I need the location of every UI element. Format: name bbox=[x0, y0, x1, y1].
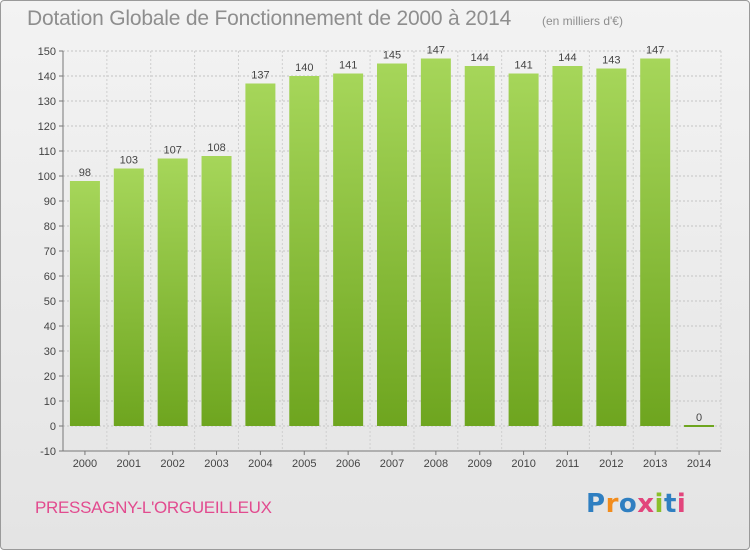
y-tick-label: 140 bbox=[38, 71, 56, 83]
chart-subtitle: (en milliers d'€) bbox=[542, 14, 623, 28]
bar-2000 bbox=[69, 181, 100, 426]
data-label-2012: 143 bbox=[602, 55, 620, 67]
bar-2005 bbox=[289, 76, 320, 426]
commune-name: PRESSAGNY-L'ORGUEILLEUX bbox=[35, 498, 272, 517]
x-tick-label-2002: 2002 bbox=[160, 458, 184, 470]
y-tick-label: -10 bbox=[40, 446, 56, 458]
x-tick-label-2004: 2004 bbox=[248, 458, 272, 470]
data-label-2001: 103 bbox=[120, 155, 138, 167]
x-tick-label-2001: 2001 bbox=[117, 458, 141, 470]
data-labels: 98 103 107 108 137 140 141 145 147 144 141 144 143 14… bbox=[79, 45, 702, 425]
y-tick-label: 30 bbox=[44, 346, 56, 358]
bar-2009 bbox=[464, 66, 495, 426]
data-label-2007: 145 bbox=[383, 50, 401, 62]
data-label-2014: 0 bbox=[696, 412, 702, 424]
y-tick-label: 150 bbox=[38, 46, 56, 58]
y-tick-label: 20 bbox=[44, 371, 56, 383]
data-label-2003: 108 bbox=[207, 142, 225, 154]
y-tick-label: 110 bbox=[38, 146, 56, 158]
data-label-2013: 147 bbox=[646, 45, 664, 57]
y-tick-label: 10 bbox=[44, 396, 56, 408]
x-tick-label-2005: 2005 bbox=[292, 458, 316, 470]
x-tick-label-2009: 2009 bbox=[467, 458, 491, 470]
x-tick-label-2003: 2003 bbox=[204, 458, 228, 470]
bar-2003 bbox=[201, 156, 232, 426]
bar-2013 bbox=[640, 58, 671, 426]
chart-title: Dotation Globale de Fonctionnement de 20… bbox=[27, 7, 512, 30]
bar-2001 bbox=[113, 168, 144, 426]
bar-2004 bbox=[245, 83, 276, 426]
data-label-2002: 107 bbox=[163, 145, 181, 157]
data-label-2010: 141 bbox=[514, 60, 532, 72]
data-label-2008: 147 bbox=[427, 45, 445, 57]
bar-2010 bbox=[508, 73, 539, 426]
x-tick-label-2014: 2014 bbox=[687, 458, 711, 470]
y-tick-label: 70 bbox=[44, 246, 56, 258]
data-label-2011: 144 bbox=[558, 52, 576, 64]
y-tick-label: 80 bbox=[44, 221, 56, 233]
bar-2008 bbox=[420, 58, 451, 426]
data-label-2004: 137 bbox=[251, 70, 269, 82]
bar-2006 bbox=[333, 73, 364, 426]
x-tick-label-2012: 2012 bbox=[599, 458, 623, 470]
bar-2012 bbox=[596, 68, 627, 426]
x-tick-label-2010: 2010 bbox=[511, 458, 535, 470]
data-label-2005: 140 bbox=[295, 62, 313, 74]
y-tick-label: 60 bbox=[44, 271, 56, 283]
y-tick-label: 50 bbox=[44, 296, 56, 308]
y-tick-label: 100 bbox=[38, 171, 56, 183]
y-tick-label: 0 bbox=[50, 421, 56, 433]
y-tick-label: 90 bbox=[44, 196, 56, 208]
data-label-2009: 144 bbox=[471, 52, 489, 64]
data-label-2000: 98 bbox=[79, 167, 91, 179]
x-tick-label-2007: 2007 bbox=[380, 458, 404, 470]
y-tick-label: 130 bbox=[38, 96, 56, 108]
y-tick-label: 120 bbox=[38, 121, 56, 133]
x-tick-label-2013: 2013 bbox=[643, 458, 667, 470]
data-label-2006: 141 bbox=[339, 60, 357, 72]
x-tick-label-2000: 2000 bbox=[73, 458, 97, 470]
proxiti-logo[interactable]: Proxiti bbox=[586, 489, 687, 519]
x-tick-label-2008: 2008 bbox=[424, 458, 448, 470]
bar-2007 bbox=[377, 63, 407, 426]
bar-2011 bbox=[552, 66, 583, 426]
y-tick-label: 40 bbox=[44, 321, 56, 333]
bar-2002 bbox=[157, 158, 188, 426]
x-tick-label-2006: 2006 bbox=[336, 458, 360, 470]
x-tick-label-2011: 2011 bbox=[556, 458, 580, 470]
axes: -10 0 10 20 30 40 50 60 70 80 90 100 110 120 130 140 150… bbox=[38, 46, 721, 470]
bars bbox=[69, 58, 715, 427]
